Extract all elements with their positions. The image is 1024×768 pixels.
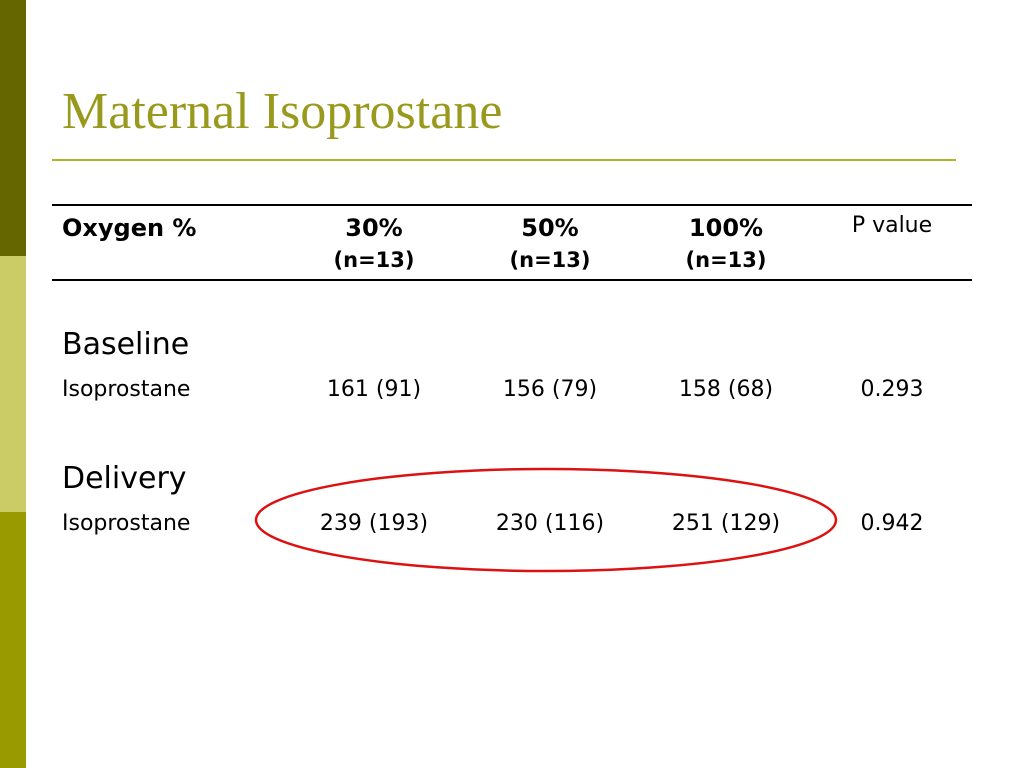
row-label: Isoprostane [62,377,191,402]
header-cell: 100% [688,214,764,242]
header-cell: (n=13) [333,248,415,272]
header-cell: 50% [521,214,579,242]
header-cell: (n=13) [685,248,767,272]
section-label: Delivery [62,461,187,496]
title-rule [52,159,956,161]
cell: 0.293 [860,377,924,402]
side-bar [0,0,26,256]
header-cell: (n=13) [509,248,591,272]
cell: 161 (91) [326,377,422,402]
cell: 156 (79) [502,377,598,402]
cell: 251 (129) [671,511,781,536]
cell: 239 (193) [319,511,429,536]
header-cell: P value [851,213,933,238]
table-rule [52,204,972,206]
cell: 230 (116) [495,511,605,536]
side-bar [0,256,26,512]
table-rule [52,279,972,281]
title: Maternal Isoprostane [62,83,503,140]
row-label: Isoprostane [62,511,191,536]
cell: 0.942 [860,511,924,536]
header-cell: Oxygen % [62,214,197,242]
section-label: Baseline [62,327,190,362]
side-bar [0,512,26,768]
cell: 158 (68) [678,377,774,402]
header-cell: 30% [345,214,403,242]
